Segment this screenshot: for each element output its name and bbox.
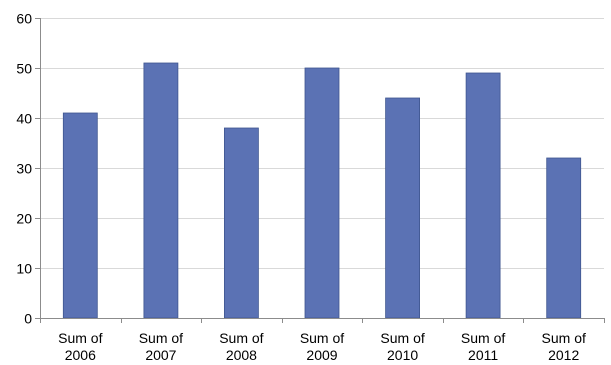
bar (62, 112, 98, 319)
x-tick-label: 2007 (145, 347, 176, 363)
x-tick-label: Sum of (461, 330, 505, 346)
x-tick-label: 2012 (548, 347, 579, 363)
x-tick-label: Sum of (542, 330, 586, 346)
x-tick-label: Sum of (380, 330, 424, 346)
y-tick-label: 40 (16, 111, 32, 127)
bar (546, 157, 582, 319)
y-tick-label: 10 (16, 261, 32, 277)
y-tick-label: 0 (24, 311, 32, 327)
x-tick-label: 2011 (468, 347, 498, 363)
x-tick-label: Sum of (139, 330, 183, 346)
y-tick-labels: 0 10 20 30 40 50 60 (16, 11, 32, 327)
y-tick-label: 50 (16, 61, 32, 77)
y-tick-label: 30 (16, 161, 32, 177)
axes (35, 18, 605, 323)
x-tick-label: Sum of (219, 330, 263, 346)
x-tick-label: Sum of (58, 330, 102, 346)
bars (62, 62, 582, 319)
y-tick-label: 60 (16, 11, 32, 27)
bar (223, 127, 259, 319)
x-tick-label: 2009 (306, 347, 337, 363)
bar (465, 72, 501, 319)
y-tick-label: 20 (16, 211, 32, 227)
bar (304, 67, 340, 319)
x-tick-label: 2008 (226, 347, 257, 363)
bar (385, 97, 421, 319)
x-tick-label: Sum of (300, 330, 344, 346)
x-tick-label: 2006 (65, 347, 96, 363)
bar (143, 62, 179, 319)
x-tick-label: 2010 (387, 347, 418, 363)
